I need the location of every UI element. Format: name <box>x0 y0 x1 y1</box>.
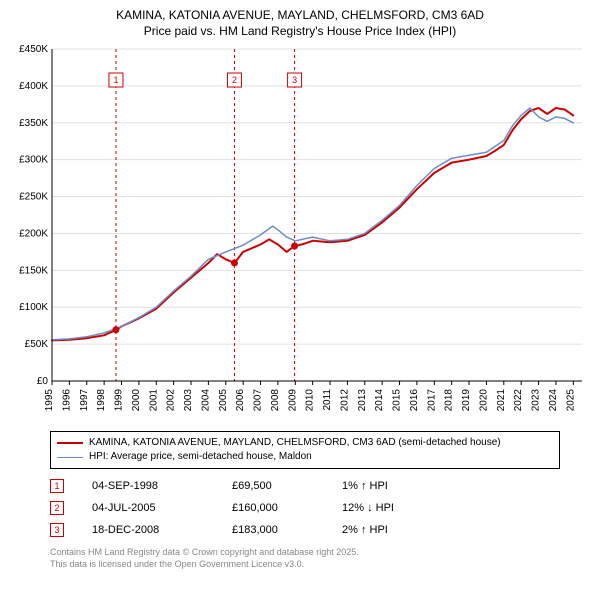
svg-text:2012: 2012 <box>339 389 350 412</box>
legend-swatch <box>57 442 83 444</box>
svg-text:2016: 2016 <box>409 389 420 412</box>
svg-text:2000: 2000 <box>131 389 142 412</box>
legend-label: HPI: Average price, semi-detached house,… <box>89 450 312 464</box>
legend-swatch <box>57 457 83 458</box>
svg-text:2007: 2007 <box>253 389 264 412</box>
sale-change: 2% ↑ HPI <box>342 524 452 536</box>
svg-text:2015: 2015 <box>392 389 403 412</box>
svg-text:£350K: £350K <box>19 118 48 129</box>
title-line1: KAMINA, KATONIA AVENUE, MAYLAND, CHELMSF… <box>10 8 590 24</box>
svg-text:£0: £0 <box>37 376 49 387</box>
svg-text:2006: 2006 <box>235 389 246 412</box>
sale-price: £69,500 <box>232 480 342 492</box>
svg-text:2024: 2024 <box>548 389 559 412</box>
svg-text:2001: 2001 <box>148 389 159 412</box>
sale-price: £160,000 <box>232 502 342 514</box>
footer-attribution: Contains HM Land Registry data © Crown c… <box>50 547 560 570</box>
svg-text:2025: 2025 <box>565 389 576 412</box>
svg-text:£100K: £100K <box>19 302 48 313</box>
svg-text:1995: 1995 <box>44 389 55 412</box>
svg-text:3: 3 <box>292 75 297 85</box>
chart-container: KAMINA, KATONIA AVENUE, MAYLAND, CHELMSF… <box>0 0 600 590</box>
svg-text:2023: 2023 <box>531 389 542 412</box>
svg-text:2009: 2009 <box>287 389 298 412</box>
svg-text:2011: 2011 <box>322 389 333 411</box>
svg-text:2014: 2014 <box>374 389 385 412</box>
svg-text:2004: 2004 <box>200 389 211 412</box>
svg-text:2019: 2019 <box>461 389 472 412</box>
footer-line2: This data is licensed under the Open Gov… <box>50 559 560 571</box>
svg-text:£450K: £450K <box>19 45 48 55</box>
sale-row: 2 04-JUL-2005£160,00012% ↓ HPI <box>50 497 560 519</box>
legend-label: KAMINA, KATONIA AVENUE, MAYLAND, CHELMSF… <box>89 436 501 450</box>
svg-text:2010: 2010 <box>305 389 316 412</box>
svg-text:1997: 1997 <box>79 389 90 412</box>
svg-text:1996: 1996 <box>61 389 72 412</box>
svg-text:£200K: £200K <box>19 229 48 240</box>
svg-text:£400K: £400K <box>19 81 48 92</box>
svg-text:2017: 2017 <box>426 389 437 412</box>
chart-legend: KAMINA, KATONIA AVENUE, MAYLAND, CHELMSF… <box>50 431 560 469</box>
chart-plot-area: £0 £50K £100K £150K £200K £250K £300K £350K £400… <box>10 45 590 425</box>
svg-text:2020: 2020 <box>478 389 489 412</box>
svg-text:1998: 1998 <box>96 389 107 412</box>
sale-marker-icon: 2 <box>50 501 64 515</box>
sale-row: 1 04-SEP-1998£69,5001% ↑ HPI <box>50 475 560 497</box>
svg-text:2003: 2003 <box>183 389 194 412</box>
svg-text:2013: 2013 <box>357 389 368 412</box>
sale-date: 04-JUL-2005 <box>92 502 232 514</box>
svg-text:£150K: £150K <box>19 266 48 277</box>
footer-line1: Contains HM Land Registry data © Crown c… <box>50 547 560 559</box>
svg-text:1: 1 <box>113 75 118 85</box>
line-chart-svg: £0 £50K £100K £150K £200K £250K £300K £350K £400… <box>10 45 590 425</box>
sale-change: 1% ↑ HPI <box>342 480 452 492</box>
sale-date: 18-DEC-2008 <box>92 524 232 536</box>
svg-text:2008: 2008 <box>270 389 281 412</box>
svg-text:2018: 2018 <box>444 389 455 412</box>
sale-marker-icon: 1 <box>50 479 64 493</box>
sales-table: 1 04-SEP-1998£69,5001% ↑ HPI 2 04-JUL-2005£… <box>50 475 560 541</box>
svg-text:2: 2 <box>232 75 237 85</box>
legend-item: KAMINA, KATONIA AVENUE, MAYLAND, CHELMSF… <box>57 436 553 450</box>
chart-title: KAMINA, KATONIA AVENUE, MAYLAND, CHELMSF… <box>10 8 590 39</box>
svg-text:2022: 2022 <box>513 389 524 412</box>
sale-row: 3 18-DEC-2008£183,0002% ↑ HPI <box>50 519 560 541</box>
svg-text:2005: 2005 <box>218 389 229 412</box>
sale-marker-icon: 3 <box>50 523 64 537</box>
sale-date: 04-SEP-1998 <box>92 480 232 492</box>
svg-text:£250K: £250K <box>19 192 48 203</box>
svg-text:1999: 1999 <box>114 389 125 412</box>
svg-text:£50K: £50K <box>25 339 49 350</box>
title-line2: Price paid vs. HM Land Registry's House … <box>10 24 590 40</box>
sale-price: £183,000 <box>232 524 342 536</box>
svg-text:2021: 2021 <box>496 389 507 412</box>
legend-item: HPI: Average price, semi-detached house,… <box>57 450 553 464</box>
svg-text:£300K: £300K <box>19 155 48 166</box>
svg-text:2002: 2002 <box>166 389 177 412</box>
sale-change: 12% ↓ HPI <box>342 502 452 514</box>
